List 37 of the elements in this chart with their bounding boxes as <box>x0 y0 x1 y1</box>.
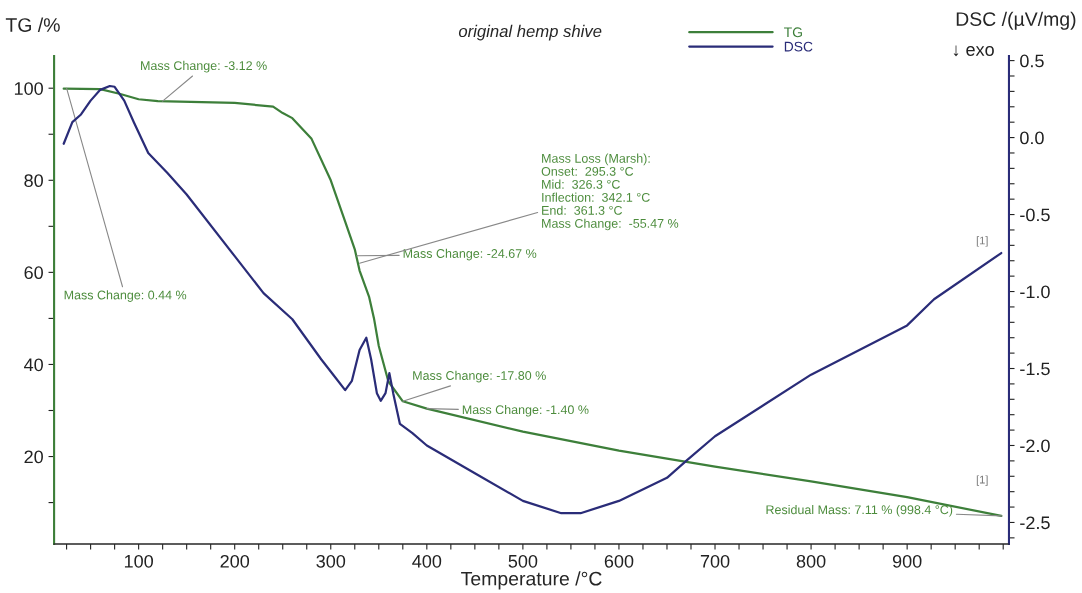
y2-tick-label: -1.0 <box>1020 285 1050 299</box>
x-tick-label: 400 <box>412 554 442 568</box>
x-tick-label: 100 <box>124 554 153 568</box>
text: TG <box>784 27 802 38</box>
annotation: ↓ exo <box>953 45 994 57</box>
y2-tick-label: 0.0 <box>1020 131 1044 145</box>
annotation: Mass Change: -17.80 % <box>413 370 546 383</box>
x-tick-label: 500 <box>508 554 538 568</box>
y-tick-label: 80 <box>24 174 43 188</box>
text: DSC <box>784 41 813 52</box>
x-tick-label: 200 <box>220 554 250 568</box>
y-tick-label: 60 <box>24 266 43 280</box>
y-tick-label: 20 <box>24 450 43 464</box>
annotation: Mass Change: -24.67 % <box>403 248 537 261</box>
y2-tick-label: -0.5 <box>1020 208 1050 222</box>
y2-tick-label: -1.5 <box>1020 362 1050 376</box>
annotation: Mass Change: -1.40 % <box>462 404 589 417</box>
y2-tick-label: -2.5 <box>1020 516 1050 530</box>
x-tick-label: 700 <box>700 554 730 568</box>
annotation: Residual Mass: 7.11 % (998.4 °C) <box>766 504 953 517</box>
annotation: Mass Change: 0.44 % <box>64 290 187 302</box>
y2-tick-label: 0.5 <box>1020 54 1044 68</box>
y-tick-label: 100 <box>14 82 43 95</box>
y2-axis-title: DSC /(µV/mg) <box>956 11 1076 30</box>
x-tick-label: 800 <box>796 554 826 568</box>
annotation: [1] <box>976 475 988 486</box>
x-tick-label: 300 <box>316 554 346 568</box>
y-axis-title: TG /% <box>5 17 60 32</box>
chart-title: original hemp shive <box>458 24 602 41</box>
y-tick-label: 40 <box>24 358 43 372</box>
x-axis-title: Temperature /°C <box>461 571 602 590</box>
annotation: Mass Loss (Marsh): Onset: 295.3 °C Mid: 326.3 °C Inflection: 342.1 °C End: 361.3 °C Mass Change: -55.47 % <box>541 153 679 231</box>
y2-tick-label: -2.0 <box>1020 439 1050 453</box>
annotation: Mass Change: -3.12 % <box>141 60 267 73</box>
annotation: [1] <box>976 236 988 247</box>
x-tick-label: 900 <box>892 554 922 568</box>
x-tick-label: 600 <box>604 554 634 568</box>
